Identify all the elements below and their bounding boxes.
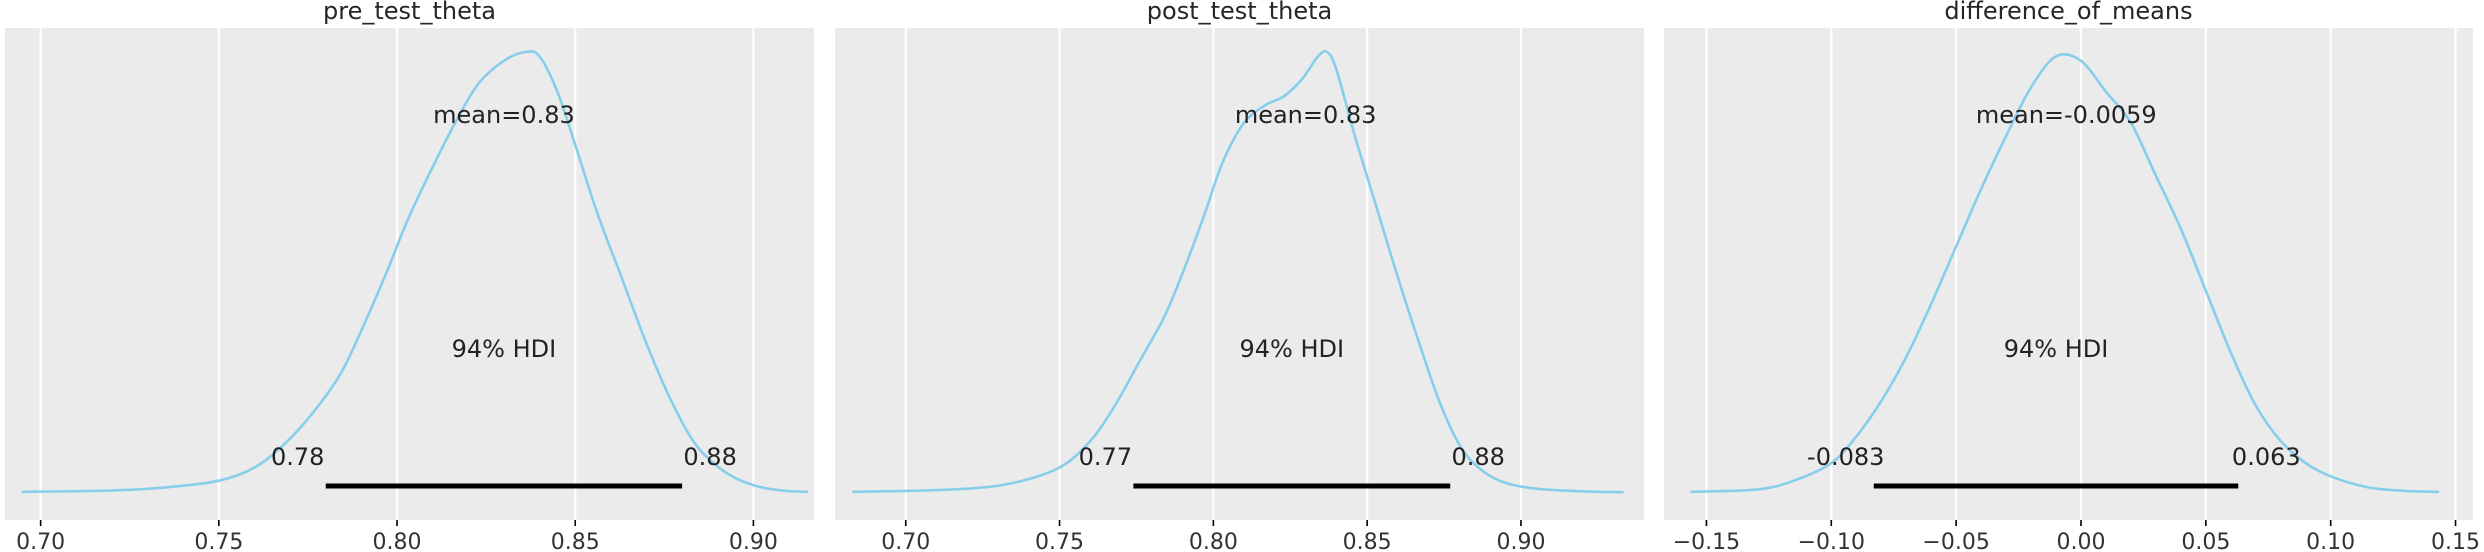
panel-title: difference_of_means xyxy=(1944,0,2192,25)
panel-pre-test-theta: pre_test_theta mean=0.83 94% HDI 0.78 0.… xyxy=(5,0,814,552)
x-tick-label: 0.75 xyxy=(1035,530,1084,552)
x-tick-label: 0.85 xyxy=(551,530,600,552)
mean-label: mean=0.83 xyxy=(1235,101,1377,129)
x-tick-label: 0.15 xyxy=(2431,530,2480,552)
mean-label: mean=0.83 xyxy=(433,101,575,129)
x-tick-label: 0.85 xyxy=(1343,530,1392,552)
hdi-upper-label: 0.88 xyxy=(1451,443,1504,471)
x-tick-label: 0.05 xyxy=(2181,530,2230,552)
plot-area xyxy=(5,28,814,520)
gridlines xyxy=(904,28,1523,520)
hdi-lower-label: -0.083 xyxy=(1807,443,1884,471)
hdi-label: 94% HDI xyxy=(1240,335,1345,363)
x-tick-label: 0.90 xyxy=(729,530,778,552)
panel-title: pre_test_theta xyxy=(323,0,496,25)
plot-area xyxy=(1664,28,2473,520)
hdi-upper-label: 0.88 xyxy=(683,443,736,471)
density-curve xyxy=(21,50,809,494)
hdi-label: 94% HDI xyxy=(452,335,557,363)
x-axis-ticks: 0.70 0.75 0.80 0.85 0.90 xyxy=(881,520,1545,552)
gridlines xyxy=(1705,28,2457,520)
mean-label: mean=-0.0059 xyxy=(1976,101,2157,129)
x-tick-label: 0.90 xyxy=(1496,530,1545,552)
density-curve xyxy=(1690,53,2440,494)
hdi-upper-label: 0.063 xyxy=(2232,443,2301,471)
x-tick-label: 0.80 xyxy=(373,530,422,552)
panel-post-test-theta: post_test_theta mean=0.83 94% HDI 0.77 0… xyxy=(835,0,1644,552)
hdi-lower-label: 0.78 xyxy=(271,443,324,471)
density-curve xyxy=(852,49,1624,494)
panel-title: post_test_theta xyxy=(1147,0,1332,25)
plot-area xyxy=(835,28,1644,520)
hdi-lower-label: 0.77 xyxy=(1079,443,1132,471)
hdi-label: 94% HDI xyxy=(2004,335,2109,363)
x-tick-label: 0.70 xyxy=(16,530,65,552)
x-tick-label: 0.75 xyxy=(194,530,243,552)
x-tick-label: −0.10 xyxy=(1798,530,1865,552)
x-tick-label: 0.80 xyxy=(1189,530,1238,552)
x-tick-label: −0.15 xyxy=(1673,530,1740,552)
x-tick-label: 0.10 xyxy=(2306,530,2355,552)
panel-difference-of-means: difference_of_means mean=-0.0059 94% HDI… xyxy=(1664,0,2480,552)
x-axis-ticks: −0.15 −0.10 −0.05 0.00 0.05 0.10 0.15 xyxy=(1673,520,2480,552)
x-tick-label: 0.70 xyxy=(881,530,930,552)
x-tick-label: 0.00 xyxy=(2056,530,2105,552)
gridlines xyxy=(39,28,755,520)
x-axis-ticks: 0.70 0.75 0.80 0.85 0.90 xyxy=(16,520,778,552)
x-tick-label: −0.05 xyxy=(1922,530,1989,552)
